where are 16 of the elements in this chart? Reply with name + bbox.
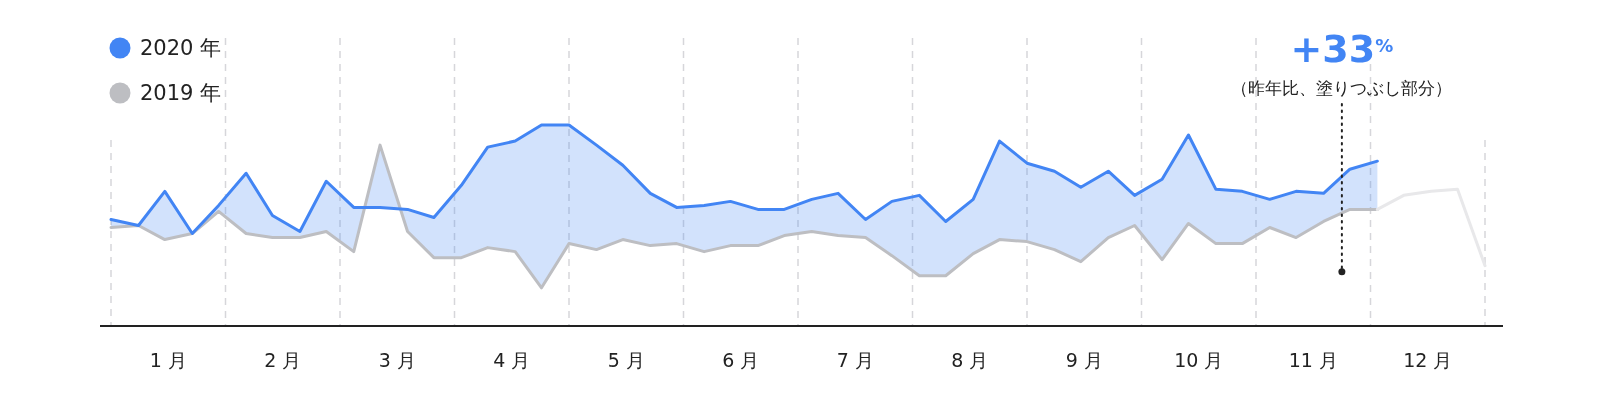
x-tick-label: 9 月 [1065,349,1103,371]
text: （昨年比、塗りつぶし部分） [1231,78,1453,98]
x-tick-label: 10 月 [1174,349,1224,371]
x-tick-label: 12 月 [1403,349,1453,371]
x-tick-label: 3 月 [378,349,416,371]
x-tick-label: 11 月 [1288,349,1338,371]
x-tick-label: 1 月 [149,349,187,371]
annotation: +33$^{%}$ [1290,27,1394,71]
x-tick-label: 2 月 [264,349,302,371]
legend-label: 2019 年 [140,81,222,105]
legend-label: 2020 年 [140,36,222,60]
x-tick-label: 6 月 [722,349,760,371]
x-tick-label: 7 月 [836,349,874,371]
x-tick-label: 4 月 [493,349,531,371]
x-tick-label: 8 月 [951,349,989,371]
x-tick-label: 5 月 [607,349,645,371]
